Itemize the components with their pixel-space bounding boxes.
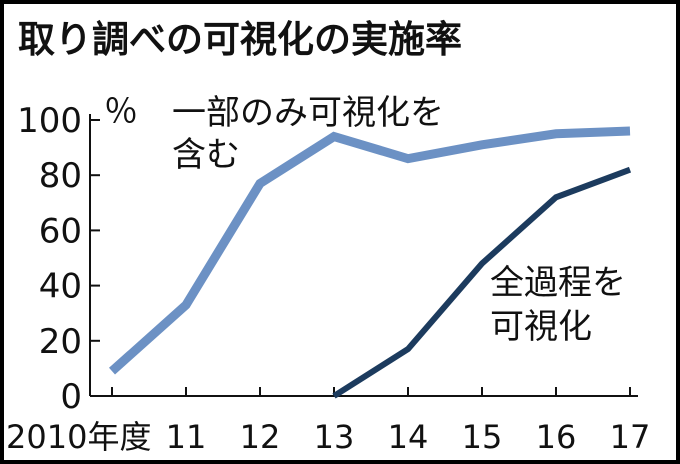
series-line-1 [108,126,631,375]
x-tick-labels: 2010年度 11 12 13 14 15 16 17 [6,418,650,456]
series-label-1: 一部のみ可視化を [172,93,444,133]
y-tick-label: 80 [39,156,82,196]
x-tick-label: 13 [314,418,355,456]
series-label-2: 可視化 [490,307,592,347]
x-tick-label: 16 [536,418,577,456]
y-tick-labels: 0 20 40 60 80 100 [17,101,82,417]
series-line-2 [332,166,632,399]
line-chart: 取り調べの可視化の実施率 0 20 40 60 80 100 2010年度 11 12 13 14… [6,18,650,456]
y-tick-label: 60 [39,211,82,251]
chart-title: 取り調べの可視化の実施率 [18,18,462,61]
series-lines [108,126,632,399]
y-unit-label: ％ [104,92,138,132]
series-label-1: 含む [172,135,240,175]
x-tick-label: 2010年度 [6,418,151,456]
x-tick-label: 14 [388,418,429,456]
x-tick-label: 15 [462,418,503,456]
y-tick-label: 20 [39,322,82,362]
y-tick-label: 100 [17,101,82,141]
y-tick-label: 0 [60,377,82,417]
x-tick-label: 12 [240,418,281,456]
chart-panel: 取り調べの可視化の実施率 0 20 40 60 80 100 2010年度 11 12 13 14… [4,4,676,460]
x-tick-label: 11 [166,418,207,456]
x-tick-label: 17 [610,418,651,456]
y-tick-label: 40 [39,267,82,307]
series-label-2: 全過程を [490,263,626,303]
